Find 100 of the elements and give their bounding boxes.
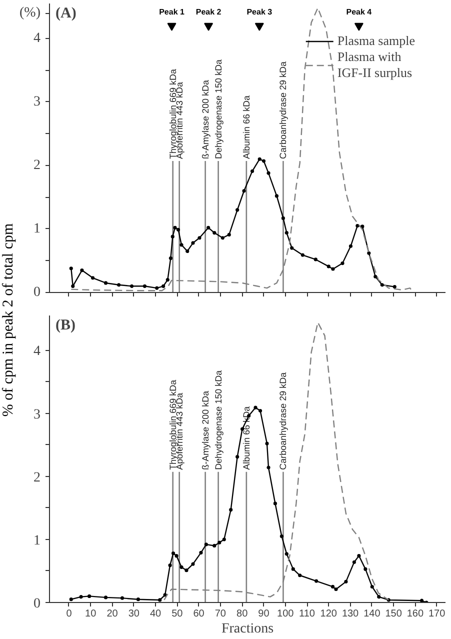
ref-line-label: Dehydrogenase 150 kDa [213, 59, 224, 160]
point [168, 256, 172, 260]
point [204, 542, 208, 546]
point [142, 284, 147, 288]
point [104, 596, 108, 600]
point [298, 574, 302, 578]
x-tick-label: 150 [385, 608, 402, 620]
point [374, 274, 378, 278]
point [300, 253, 304, 257]
x-tick-label: 100 [277, 608, 294, 620]
x-tick-label: 20 [106, 608, 118, 620]
point [222, 538, 226, 542]
point [162, 284, 166, 288]
point [266, 466, 270, 470]
x-tick-label: 120 [320, 608, 338, 620]
y-tick-label: 1 [34, 221, 40, 236]
point [266, 171, 270, 175]
point [116, 283, 121, 287]
annotation: Peak 2 [196, 8, 222, 17]
chart-title: (A) [56, 6, 76, 22]
point [262, 159, 266, 163]
x-tick-label: 30 [128, 608, 140, 620]
point [176, 228, 180, 232]
y-tick-label: 4 [34, 344, 40, 360]
point [340, 261, 344, 266]
chart-title: (B) [56, 318, 76, 334]
point [166, 278, 170, 282]
point [88, 594, 92, 598]
ref-line-label: ß-Amylase 200 kDa [200, 80, 210, 160]
point [173, 226, 177, 230]
x-tick-label: 170 [428, 608, 446, 620]
legend-label: Plasma with IGF-II surplus [337, 49, 412, 81]
point [356, 224, 360, 228]
point [191, 562, 195, 566]
point [79, 595, 83, 599]
x-axis-title: Fractions [221, 622, 274, 636]
x-tick-label: 40 [150, 608, 162, 620]
point [69, 598, 73, 602]
point [163, 593, 167, 597]
x-tick-label: 10 [85, 608, 97, 620]
y-tick-label: 3 [34, 407, 40, 422]
annotation: Peak 4 [346, 8, 372, 17]
x-tick-label: 130 [342, 608, 360, 620]
point [377, 595, 381, 599]
ref-line-label: ß-Amylase 200 kDa [200, 390, 210, 470]
legend-label: Plasma sample [337, 33, 415, 49]
y-tick-label: 0 [34, 285, 40, 300]
point [281, 216, 286, 220]
point [212, 230, 216, 235]
y-tick-label: 3 [34, 94, 40, 110]
x-tick-label: 50 [172, 608, 184, 620]
point [236, 454, 240, 459]
point [265, 442, 269, 446]
point [236, 208, 240, 212]
point [242, 189, 246, 193]
point [229, 508, 233, 512]
point [367, 251, 371, 255]
point [284, 230, 288, 235]
ref-line-label: Carboanhydrase 29 kDa [278, 61, 288, 160]
point [120, 596, 124, 600]
y-tick-label: 2 [34, 470, 40, 486]
point [158, 598, 162, 602]
y-tick-label: (%) [20, 6, 41, 21]
point [420, 598, 424, 602]
point [357, 554, 361, 558]
x-tick-label: 80 [236, 608, 248, 620]
point [258, 157, 262, 161]
x-tick-label: 60 [193, 608, 205, 620]
point [258, 408, 262, 413]
y-tick-label: 2 [34, 158, 40, 173]
y-tick-label: 4 [34, 30, 40, 46]
point [155, 286, 159, 290]
point [71, 284, 75, 288]
point [220, 236, 224, 240]
point [168, 563, 172, 568]
point [280, 534, 284, 538]
ref-line-label: Carboanhydrase 29 kDa [278, 372, 288, 470]
point [186, 249, 190, 254]
point [331, 267, 335, 271]
point [69, 266, 73, 270]
point [380, 283, 384, 287]
point [348, 244, 353, 248]
point [212, 544, 216, 548]
point [136, 598, 140, 602]
point [370, 584, 374, 589]
point [314, 258, 318, 262]
point [344, 580, 348, 584]
point [191, 241, 195, 245]
x-tick-label: 110 [299, 608, 316, 620]
point [326, 264, 330, 268]
point [218, 540, 222, 544]
point [274, 194, 279, 198]
point [290, 246, 294, 250]
point [130, 284, 134, 288]
point [206, 226, 210, 230]
point [250, 169, 254, 173]
point [392, 284, 396, 289]
point [273, 502, 277, 506]
point [352, 560, 356, 564]
x-tick-label: 90 [258, 608, 270, 620]
